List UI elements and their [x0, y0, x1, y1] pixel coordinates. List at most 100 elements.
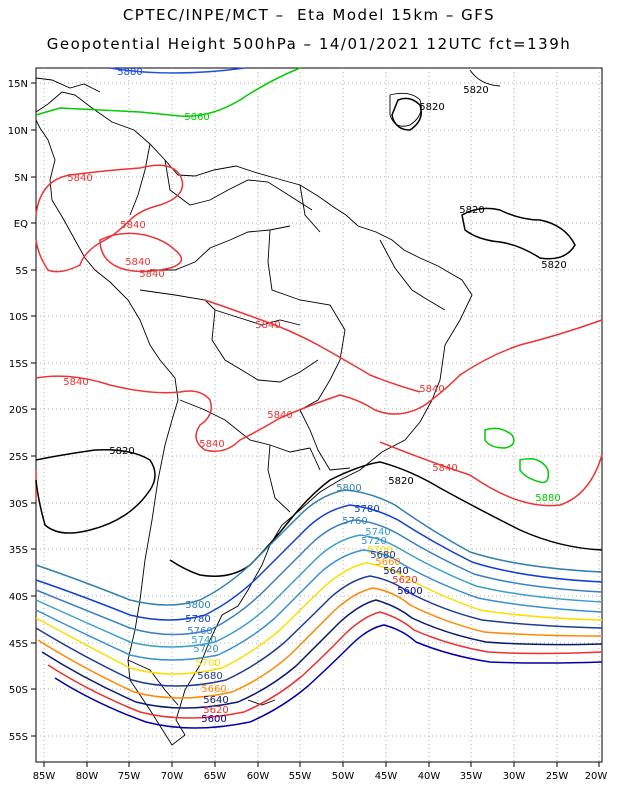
contour-label: 5840 — [139, 269, 164, 280]
contour-label: 5600 — [397, 586, 422, 597]
contour-label: 5840 — [120, 220, 145, 231]
contour-label: 5840 — [67, 173, 92, 184]
lat-label: 30S — [9, 499, 28, 510]
contour-5840-central — [35, 319, 603, 452]
lon-label: 20W — [585, 771, 608, 782]
lon-label: 35W — [460, 771, 483, 782]
contour-5680 — [35, 575, 603, 687]
contour-label: 5780 — [185, 614, 210, 625]
lat-label: 15N — [8, 79, 28, 90]
contour-label: 5660 — [201, 684, 226, 695]
contour-label: 5840 — [63, 377, 88, 388]
contour-label: 5820 — [419, 102, 444, 113]
lat-label: 50S — [9, 685, 28, 696]
contour-label: 5840 — [419, 384, 444, 395]
longitude-labels: 85W 80W 75W 70W 65W 60W 55W 50W 45W 40W … — [33, 771, 608, 782]
contour-5820-east — [461, 207, 576, 260]
contour-label: 5880 — [117, 67, 142, 78]
contour-label: 5860 — [184, 112, 209, 123]
contour-label: 5600 — [201, 714, 226, 725]
contour-label: 5760 — [187, 626, 212, 637]
lon-label: 25W — [546, 771, 569, 782]
lat-label: 40S — [9, 592, 28, 603]
contour-label: 5820 — [459, 205, 484, 216]
lat-label: 15S — [9, 359, 28, 370]
contour-5640 — [41, 599, 603, 709]
contour-label: 5680 — [370, 550, 395, 561]
lon-label: 75W — [118, 771, 141, 782]
contour-label: 5700 — [195, 658, 220, 669]
lon-label: 45W — [375, 771, 398, 782]
contour-label: 5820 — [541, 260, 566, 271]
contour-label: 5680 — [197, 671, 222, 682]
contour-5700 — [35, 562, 603, 675]
lon-label: 65W — [204, 771, 227, 782]
lat-label: 45S — [9, 639, 28, 650]
lat-label: 10N — [8, 126, 28, 137]
contour-5800 — [35, 489, 603, 606]
contour-label: 5720 — [193, 644, 218, 655]
map-subtitle: Geopotential Height 500hPa – 14/01/2021 … — [46, 35, 572, 53]
lon-label: 55W — [289, 771, 312, 782]
contour-label: 5840 — [125, 257, 150, 268]
lon-label: 60W — [247, 771, 270, 782]
map-frame — [35, 67, 603, 763]
contour-label: 5820 — [109, 446, 134, 457]
map-title: CPTEC/INPE/MCT – Eta Model 15km – GFS — [122, 6, 496, 24]
contour-5780 — [35, 504, 603, 621]
contour-label: 5820 — [388, 476, 413, 487]
lat-label: 10S — [9, 312, 28, 323]
contour-labels: 5880 5860 5820 5820 5820 5820 5840 5840 … — [63, 67, 566, 725]
height-contours — [35, 67, 603, 729]
contour-label: 5840 — [255, 320, 280, 331]
contour-label: 5740 — [191, 635, 216, 646]
contour-label: 5640 — [203, 695, 228, 706]
lat-label: 5S — [15, 266, 28, 277]
latitude-labels: 15N 10N 5N EQ 5S 10S 15S 20S 25S 30S 35S… — [8, 79, 28, 743]
lat-label: EQ — [14, 219, 28, 230]
lon-label: 30W — [503, 771, 526, 782]
contour-label: 5800 — [185, 600, 210, 611]
contour-label: 5660 — [375, 557, 400, 568]
contour-5860-atlantic — [484, 427, 550, 484]
contour-label: 5840 — [199, 439, 224, 450]
frame-ticks — [31, 82, 600, 767]
contour-5840-south-atlantic — [379, 441, 603, 507]
lon-label: 50W — [332, 771, 355, 782]
contour-5740 — [35, 534, 603, 648]
contour-5760 — [35, 519, 603, 636]
lon-label: 40W — [418, 771, 441, 782]
contour-5600 — [54, 624, 603, 729]
lat-label: 5N — [14, 173, 28, 184]
lat-label: 25S — [9, 452, 28, 463]
contour-label: 5800 — [336, 483, 361, 494]
contour-5860-north — [35, 67, 301, 117]
contour-label: 5720 — [361, 536, 386, 547]
contour-5820-island — [391, 97, 422, 131]
lon-label: 85W — [33, 771, 56, 782]
contour-label: 5700 — [367, 545, 392, 556]
contour-5840-inner — [204, 299, 421, 393]
contour-label: 5780 — [354, 504, 379, 515]
contour-5660 — [37, 587, 603, 699]
contour-label: 5880 — [535, 493, 560, 504]
contour-label: 5820 — [463, 85, 488, 96]
contour-5820-main — [169, 461, 603, 577]
contour-label: 5620 — [392, 575, 417, 586]
contour-label: 5840 — [432, 463, 457, 474]
lon-label: 70W — [161, 771, 184, 782]
contour-5880-north — [109, 67, 246, 74]
contour-5620 — [47, 611, 603, 719]
contour-label: 5620 — [203, 705, 228, 716]
contour-5840-nw — [35, 164, 184, 273]
contour-5840-amazon — [99, 232, 183, 273]
lat-label: 20S — [9, 405, 28, 416]
lat-label: 35S — [9, 545, 28, 556]
contour-label: 5840 — [267, 410, 292, 421]
contour-5820-pacific — [35, 448, 156, 534]
lon-label: 80W — [76, 771, 99, 782]
lat-label: 55S — [9, 732, 28, 743]
contour-label: 5740 — [365, 527, 390, 538]
contour-label: 5640 — [383, 566, 408, 577]
